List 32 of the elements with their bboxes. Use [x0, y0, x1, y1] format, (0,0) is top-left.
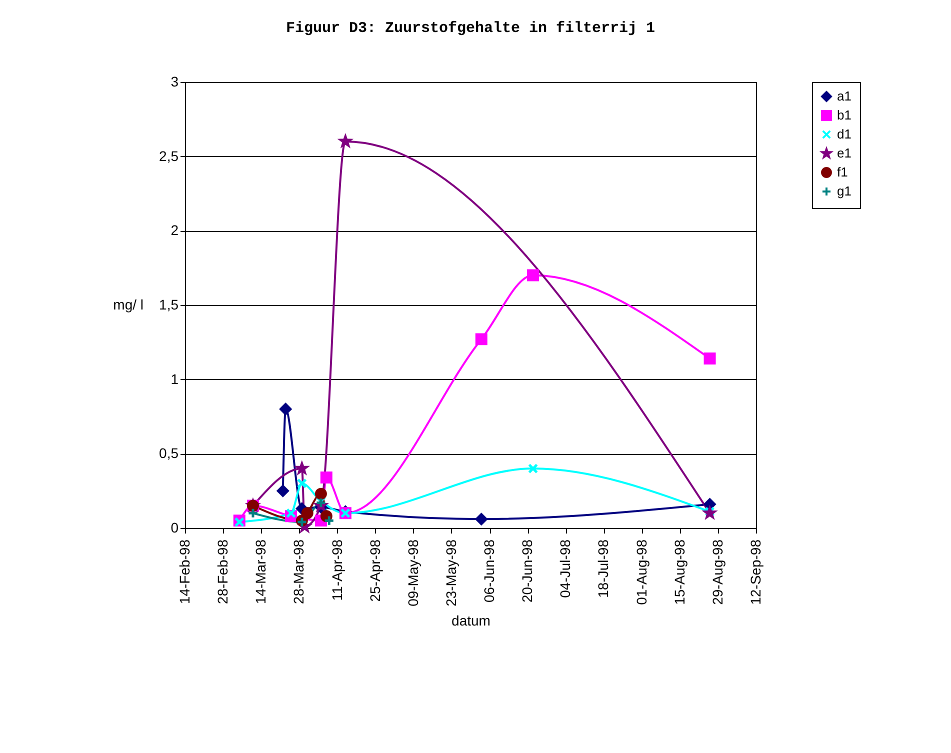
y-tick-label: 2 [170, 222, 179, 238]
x-tick-label: 18-Jul-98 [595, 539, 612, 598]
y-axis-title: mg/ l [113, 296, 144, 312]
x-tick-label: 15-Aug-98 [671, 539, 688, 605]
x-tick-label: 01-Aug-98 [633, 539, 650, 605]
x-tick-label: 14-Feb-98 [176, 539, 192, 604]
y-tick-label: 2,5 [159, 148, 179, 164]
y-tick-label: 0,5 [159, 445, 179, 462]
legend-label: g1 [837, 184, 852, 198]
x-tick-label: 09-May-98 [404, 539, 421, 606]
legend-label: a1 [837, 88, 852, 104]
x-tick-label: 06-Jun-98 [481, 539, 498, 603]
x-tick-label: 04-Jul-98 [557, 539, 574, 598]
y-tick-label: 0 [170, 520, 179, 536]
x-tick-label: 23-May-98 [442, 539, 459, 606]
y-tick-label: 3 [170, 74, 179, 90]
x-tick-label: 11-Apr-98 [328, 539, 345, 601]
x-tick-label: 25-Apr-98 [366, 539, 383, 602]
y-tick-label: 1,5 [159, 296, 179, 312]
x-tick-label: 29-Aug-98 [709, 539, 726, 605]
x-tick-label: 20-Jun-98 [519, 539, 536, 603]
legend-label: b1 [837, 108, 852, 122]
x-tick-label: 28-Mar-98 [290, 539, 307, 604]
x-tick-label: 14-Mar-98 [252, 539, 269, 604]
x-tick-label: 28-Feb-98 [214, 539, 231, 604]
legend-label: f1 [837, 164, 848, 180]
y-tick-label: 1 [170, 370, 179, 387]
x-tick-label: 12-Sep-98 [748, 539, 764, 605]
legend-label: e1 [837, 146, 852, 160]
x-axis-title: datum [452, 612, 490, 628]
chart-title: Figuur D3: Zuurstofgehalte in filterrij 1 [286, 20, 656, 37]
legend-label: d1 [837, 126, 852, 142]
